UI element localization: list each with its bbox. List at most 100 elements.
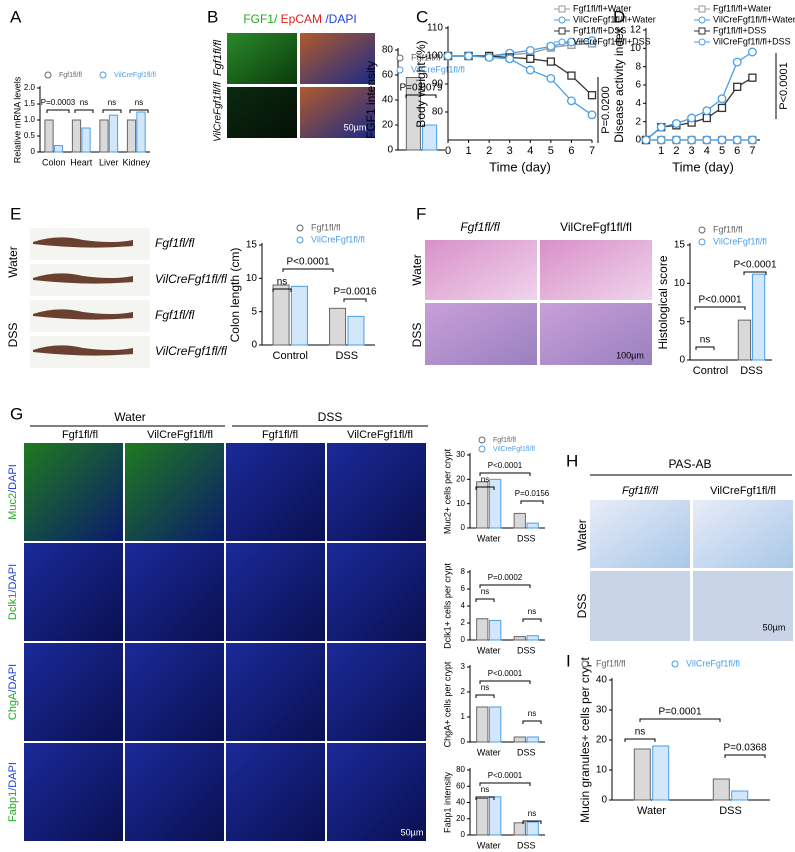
label: 50µm <box>401 827 424 837</box>
image <box>425 303 537 365</box>
x-tick-label: Water <box>637 805 666 817</box>
bracket <box>46 109 70 113</box>
image <box>125 643 224 741</box>
panel-letter: F <box>416 204 426 223</box>
label-part: FGF1/ <box>243 12 278 26</box>
legend-label: Fgf1fl/fl+Water <box>713 3 771 13</box>
label: PAS-AB <box>668 457 711 471</box>
y-tick-label: 10 <box>674 278 686 289</box>
label: DSS <box>410 323 424 348</box>
label: Water <box>6 246 20 278</box>
y-tick-label: 80 <box>456 765 465 774</box>
label: VilCreFgf1fl/fl <box>155 272 227 286</box>
legend-marker <box>478 436 486 444</box>
point <box>567 71 576 80</box>
legend-marker <box>396 54 404 62</box>
point <box>656 122 666 132</box>
y-tick-label: 40 <box>382 95 394 106</box>
panel-letter: A <box>10 7 22 26</box>
label-part: /DAPI <box>7 564 19 593</box>
image <box>24 443 123 541</box>
bar <box>108 114 119 153</box>
legend-label: VilCreFgf1fl/fl <box>713 236 767 246</box>
point <box>484 52 494 62</box>
label: VilCreFgf1fl/fl <box>213 81 224 142</box>
legend-label: Fgf1fl/fl <box>59 72 82 79</box>
y-tick-label: 2 <box>635 116 641 127</box>
bar <box>405 77 421 151</box>
annotation: P=0.0003 <box>41 98 76 107</box>
annotation: P=0.0156 <box>515 489 550 498</box>
point <box>464 51 474 61</box>
image <box>327 743 426 841</box>
point <box>687 135 697 145</box>
bracket <box>129 109 149 113</box>
x-axis-label: Time (day) <box>672 159 734 174</box>
x-tick-label: 0 <box>445 145 451 157</box>
label: Fgf1fl/fl <box>62 429 98 441</box>
point <box>671 119 681 128</box>
colon <box>33 237 133 248</box>
y-tick-label: 80 <box>432 107 444 118</box>
bar <box>290 285 308 346</box>
x-tick-label: DSS <box>719 805 742 817</box>
legend-marker <box>478 445 486 453</box>
legend-marker <box>558 16 566 24</box>
y-tick-label: 0 <box>251 340 257 351</box>
y-tick-label: 0 <box>461 635 466 644</box>
legend-marker <box>296 224 304 232</box>
image <box>226 543 325 641</box>
y-axis-label: Histological score <box>656 255 670 349</box>
y-tick-label: 10 <box>246 273 258 284</box>
label: DSS <box>575 594 589 619</box>
legend-label: VilCreFgf1fl/fl <box>493 446 535 453</box>
y-tick-label: 1 <box>461 712 466 721</box>
legend-label: VilCreFgf1fl/fl+DSS <box>713 36 791 46</box>
legend-marker <box>558 38 566 46</box>
image <box>125 443 224 541</box>
panel-letter: B <box>207 7 218 26</box>
bracket <box>479 680 531 684</box>
y-tick-label: 40 <box>596 675 608 686</box>
x-tick-label: 1 <box>466 145 472 157</box>
point <box>717 103 727 113</box>
label: VilCreFgf1fl/fl <box>147 429 213 441</box>
y-tick-label: 2.0 <box>24 83 36 92</box>
annotation: P=0.0002 <box>488 573 523 582</box>
bar <box>513 636 526 641</box>
label: VilCreFgf1fl/fl <box>560 220 632 234</box>
bar <box>136 111 146 153</box>
label: Water <box>114 410 146 424</box>
y-tick-label: 4 <box>461 601 466 610</box>
point <box>546 41 556 51</box>
image <box>226 743 325 841</box>
point <box>702 106 712 116</box>
y-tick-label: 5 <box>251 306 257 317</box>
annotation: P=0.0200 <box>600 86 612 133</box>
bracket <box>695 346 715 350</box>
legend-label: VilCreFgf1fl/fl <box>411 64 465 74</box>
annotation: P<0.0001 <box>488 669 523 678</box>
bar <box>513 736 526 743</box>
y-tick-label: 20 <box>456 814 465 823</box>
y-axis-label: Dclk1+ cells per crypt <box>442 563 452 649</box>
image <box>327 643 426 741</box>
image <box>24 743 123 841</box>
x-tick-label: 5 <box>548 145 554 157</box>
label: Muc2/DAPI <box>7 464 19 520</box>
bar <box>476 481 489 529</box>
y-tick-label: 90 <box>432 79 444 90</box>
annotation: ns <box>528 607 536 616</box>
y-tick-label: 0 <box>387 145 393 156</box>
y-tick-label: 15 <box>246 240 258 251</box>
y-tick-label: 2 <box>461 687 466 696</box>
bracket <box>102 109 122 113</box>
point <box>641 135 651 145</box>
legend-label: VilCreFgf1fl/fl <box>686 658 740 668</box>
x-tick-label: Control <box>273 350 308 362</box>
bar <box>347 315 365 346</box>
annotation: P<0.0001 <box>698 295 742 306</box>
label-part: EpCAM <box>277 12 325 26</box>
legend-marker <box>698 16 706 24</box>
point <box>732 57 742 67</box>
